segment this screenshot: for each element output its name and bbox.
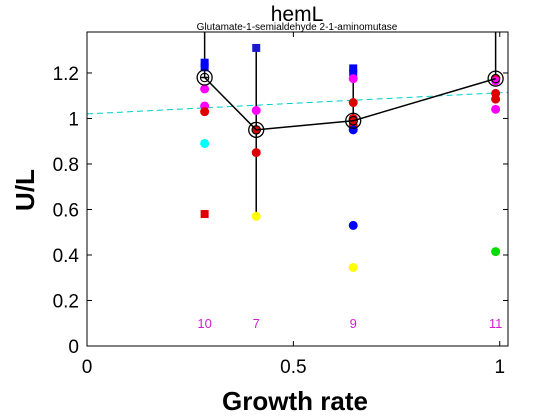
mean-marker-inner bbox=[348, 115, 358, 126]
data-point bbox=[200, 107, 210, 117]
x-axis-label: Growth rate bbox=[222, 386, 368, 416]
plot-clip-group bbox=[87, 32, 508, 272]
data-point bbox=[200, 138, 210, 148]
x-tick-label: 1 bbox=[494, 357, 505, 378]
sample-count-label: 7 bbox=[253, 316, 260, 331]
data-point-square bbox=[200, 58, 209, 67]
data-point bbox=[491, 94, 501, 104]
mean-marker bbox=[248, 121, 265, 138]
data-point bbox=[251, 148, 261, 158]
data-point bbox=[251, 211, 261, 221]
y-tick-label: 0.6 bbox=[53, 200, 79, 221]
data-point-square bbox=[200, 63, 209, 72]
data-point bbox=[491, 104, 501, 114]
x-tick-label: 0 bbox=[82, 357, 93, 378]
mean-marker bbox=[487, 70, 504, 87]
data-point bbox=[200, 84, 210, 94]
data-point bbox=[348, 263, 358, 272]
plot-area: 10 7 9 11 bbox=[87, 32, 508, 331]
chart-subtitle: Glutamate-1-semialdehyde 2-1-aminomutase bbox=[197, 22, 398, 33]
data-point-square bbox=[200, 210, 209, 219]
x-tick-label: 0.5 bbox=[280, 357, 306, 378]
data-point-square bbox=[252, 43, 261, 52]
mean-line bbox=[204, 76, 496, 131]
axes-box bbox=[86, 31, 509, 347]
sample-count-label: 11 bbox=[489, 316, 503, 331]
y-tick-label: 1 bbox=[68, 109, 79, 130]
mean-marker-inner bbox=[251, 125, 261, 135]
y-tick-label: 0.4 bbox=[53, 246, 80, 267]
y-axis-label: U/L bbox=[10, 169, 40, 211]
data-point bbox=[491, 247, 501, 257]
y-tick-label: 0.2 bbox=[53, 291, 79, 312]
sample-count-label: 9 bbox=[350, 316, 357, 331]
data-point bbox=[348, 74, 358, 84]
data-point bbox=[348, 220, 358, 230]
y-tick-label: 1.2 bbox=[53, 64, 79, 85]
data-point bbox=[251, 106, 261, 115]
axes: 0 0.5 100.20.40.60.811.2 bbox=[53, 31, 509, 378]
data-point bbox=[348, 125, 358, 135]
data-point-square bbox=[349, 68, 358, 77]
y-tick-label: 0 bbox=[68, 337, 79, 358]
trend-line bbox=[87, 91, 508, 115]
mean-marker-inner bbox=[490, 73, 501, 84]
data-point bbox=[348, 98, 358, 108]
sample-count-label: 10 bbox=[197, 316, 211, 331]
data-point-square bbox=[349, 64, 358, 73]
mean-marker bbox=[196, 69, 213, 86]
mean-marker bbox=[345, 112, 362, 129]
y-tick-label: 0.8 bbox=[53, 155, 79, 176]
chart-title: hemL bbox=[271, 3, 324, 26]
mean-marker-inner bbox=[199, 72, 210, 83]
